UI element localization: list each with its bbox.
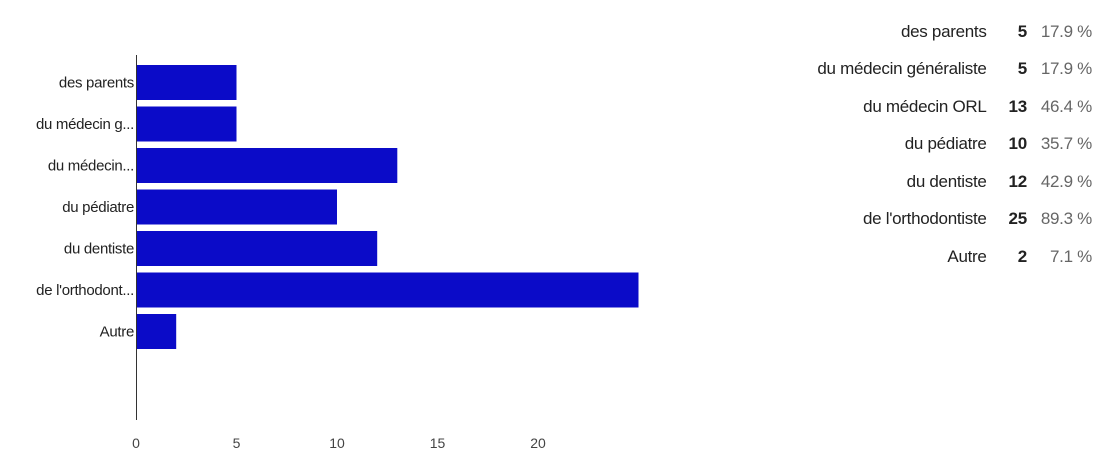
summary-percent: 46.4 % xyxy=(1040,96,1092,116)
category-label: de l'orthodont... xyxy=(36,282,134,299)
summary-label: de l'orthodontiste xyxy=(863,209,987,229)
summary-count: 10 xyxy=(1008,134,1028,154)
summary-count: 12 xyxy=(1008,171,1028,191)
summary-count: 13 xyxy=(1008,96,1028,116)
summary-count: 25 xyxy=(1008,209,1028,229)
bar xyxy=(136,189,337,225)
summary-percent: 35.7 % xyxy=(1040,134,1092,154)
bar xyxy=(136,272,639,308)
summary-percent: 17.9 % xyxy=(1040,21,1092,41)
summary-row: du pédiatre 10 35.7 % xyxy=(817,126,1093,164)
bars-layer xyxy=(136,65,639,349)
bar xyxy=(136,106,237,142)
x-tick-label: 0 xyxy=(132,435,140,451)
category-label: du pédiatre xyxy=(62,199,134,216)
summary-label: des parents xyxy=(901,21,987,41)
x-tick-label: 10 xyxy=(329,435,345,451)
category-label: Autre xyxy=(100,324,134,341)
category-label: du médecin... xyxy=(48,158,134,175)
x-tick-label: 20 xyxy=(530,435,546,451)
summary-row: du médecin ORL 13 46.4 % xyxy=(817,88,1092,126)
summary-percent: 89.3 % xyxy=(1040,209,1092,229)
summary-percent: 17.9 % xyxy=(1040,59,1092,79)
summary-row: du dentiste 12 42.9 % xyxy=(817,163,1093,201)
bar-chart: des parents du médecin g... du médecin... d… xyxy=(36,55,639,451)
category-labels: des parents du médecin g... du médecin... d… xyxy=(36,75,134,341)
summary-percent: 7.1 % xyxy=(1050,246,1092,266)
summary-row: des parents 5 17.9 % xyxy=(817,13,1092,51)
bar xyxy=(136,148,398,183)
summary-row: de l'orthodontiste 25 89.3 % xyxy=(817,201,1092,239)
summary-percent: 42.9 % xyxy=(1040,171,1092,191)
x-tick-label: 5 xyxy=(233,435,241,451)
summary-table: des parents 5 17.9 % du médecin généraliste… xyxy=(817,13,1092,276)
summary-row: du médecin généraliste 5 17.9 % xyxy=(817,51,1092,89)
summary-label: du médecin généraliste xyxy=(817,59,987,79)
bar xyxy=(136,231,378,266)
summary-label: du pédiatre xyxy=(904,134,987,154)
summary-count: 2 xyxy=(1017,246,1027,266)
summary-count: 5 xyxy=(1017,59,1027,79)
summary-count: 5 xyxy=(1017,21,1027,41)
bar xyxy=(136,314,177,349)
summary-label: du médecin ORL xyxy=(863,96,987,116)
bar xyxy=(136,65,237,100)
category-label: du dentiste xyxy=(64,241,134,258)
category-label: du médecin g... xyxy=(36,116,134,133)
summary-row: Autre 2 7.1 % xyxy=(817,238,1092,276)
summary-label: du dentiste xyxy=(906,171,987,191)
summary-label: Autre xyxy=(947,246,987,266)
category-label: des parents xyxy=(59,75,134,92)
summary-body: des parents 5 17.9 % du médecin généraliste… xyxy=(817,13,1092,276)
x-tick-labels: 0 5 10 15 20 xyxy=(132,435,546,451)
x-tick-label: 15 xyxy=(430,435,446,451)
